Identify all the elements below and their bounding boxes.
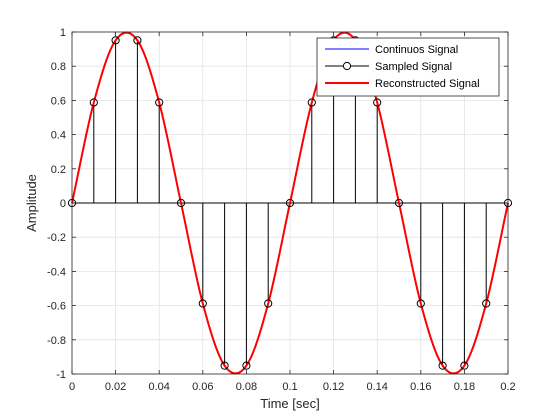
x-tick-label: 0.16 xyxy=(410,381,431,393)
legend: Continuos Signal Sampled Signal Reconstruc… xyxy=(316,37,500,97)
x-axis: 0 0.02 0.04 0.06 0.08 0.1 0.12 0.14 0.16 0.18 0.2 xyxy=(69,32,516,393)
legend-label: Sampled Signal xyxy=(375,61,452,73)
reconstructed-signal-line xyxy=(71,31,509,375)
y-tick-label: 0.4 xyxy=(51,130,66,142)
y-tick-label: -0.2 xyxy=(47,232,66,244)
sample-marker xyxy=(438,361,447,370)
y-tick-label: 0.2 xyxy=(51,164,66,176)
y-tick-label: 0 xyxy=(60,198,66,210)
x-tick-label: 0.1 xyxy=(282,381,297,393)
y-tick-label: -1 xyxy=(56,369,66,381)
sample-marker xyxy=(307,98,316,107)
y-tick-label: 1 xyxy=(60,27,66,39)
y-tick-label: -0.8 xyxy=(47,335,66,347)
y-axis: -1 -0.8 -0.6 -0.4 -0.2 0 0.2 0.4 0.6 0.8 1 xyxy=(47,27,508,381)
x-tick-label: 0.04 xyxy=(148,381,169,393)
y-tick-label: 0.8 xyxy=(51,61,66,73)
x-tick-label: 0 xyxy=(69,381,75,393)
sample-marker xyxy=(460,361,469,370)
x-tick-label: 0.08 xyxy=(236,381,257,393)
sample-marker xyxy=(416,299,425,308)
sample-marker xyxy=(176,198,186,208)
sample-marker xyxy=(373,98,382,107)
sample-marker xyxy=(482,299,491,308)
sample-marker xyxy=(285,198,295,208)
legend-label: Continuos Signal xyxy=(375,44,458,56)
sample-marker xyxy=(133,36,142,45)
sample-marker xyxy=(264,299,273,308)
x-tick-label: 0.2 xyxy=(500,381,515,393)
x-tick-label: 0.14 xyxy=(366,381,387,393)
sample-marker xyxy=(111,36,120,45)
legend-marker xyxy=(342,61,352,71)
sample-marker xyxy=(155,98,164,107)
y-tick-label: -0.4 xyxy=(47,266,66,278)
x-tick-label: 0.02 xyxy=(105,381,126,393)
x-tick-label: 0.18 xyxy=(454,381,475,393)
legend-label: Reconstructed Signal xyxy=(375,78,480,90)
y-axis-label: Amplitude xyxy=(24,174,39,232)
x-axis-label: Time [sec] xyxy=(260,396,319,411)
x-tick-label: 0.06 xyxy=(192,381,213,393)
sample-marker xyxy=(89,98,98,107)
sample-marker xyxy=(394,198,404,208)
sample-marker xyxy=(220,361,229,370)
x-tick-label: 0.12 xyxy=(323,381,344,393)
y-tick-label: 0.6 xyxy=(51,95,66,107)
y-tick-label: -0.6 xyxy=(47,301,66,313)
sample-marker xyxy=(198,299,207,308)
sample-marker xyxy=(242,361,251,370)
